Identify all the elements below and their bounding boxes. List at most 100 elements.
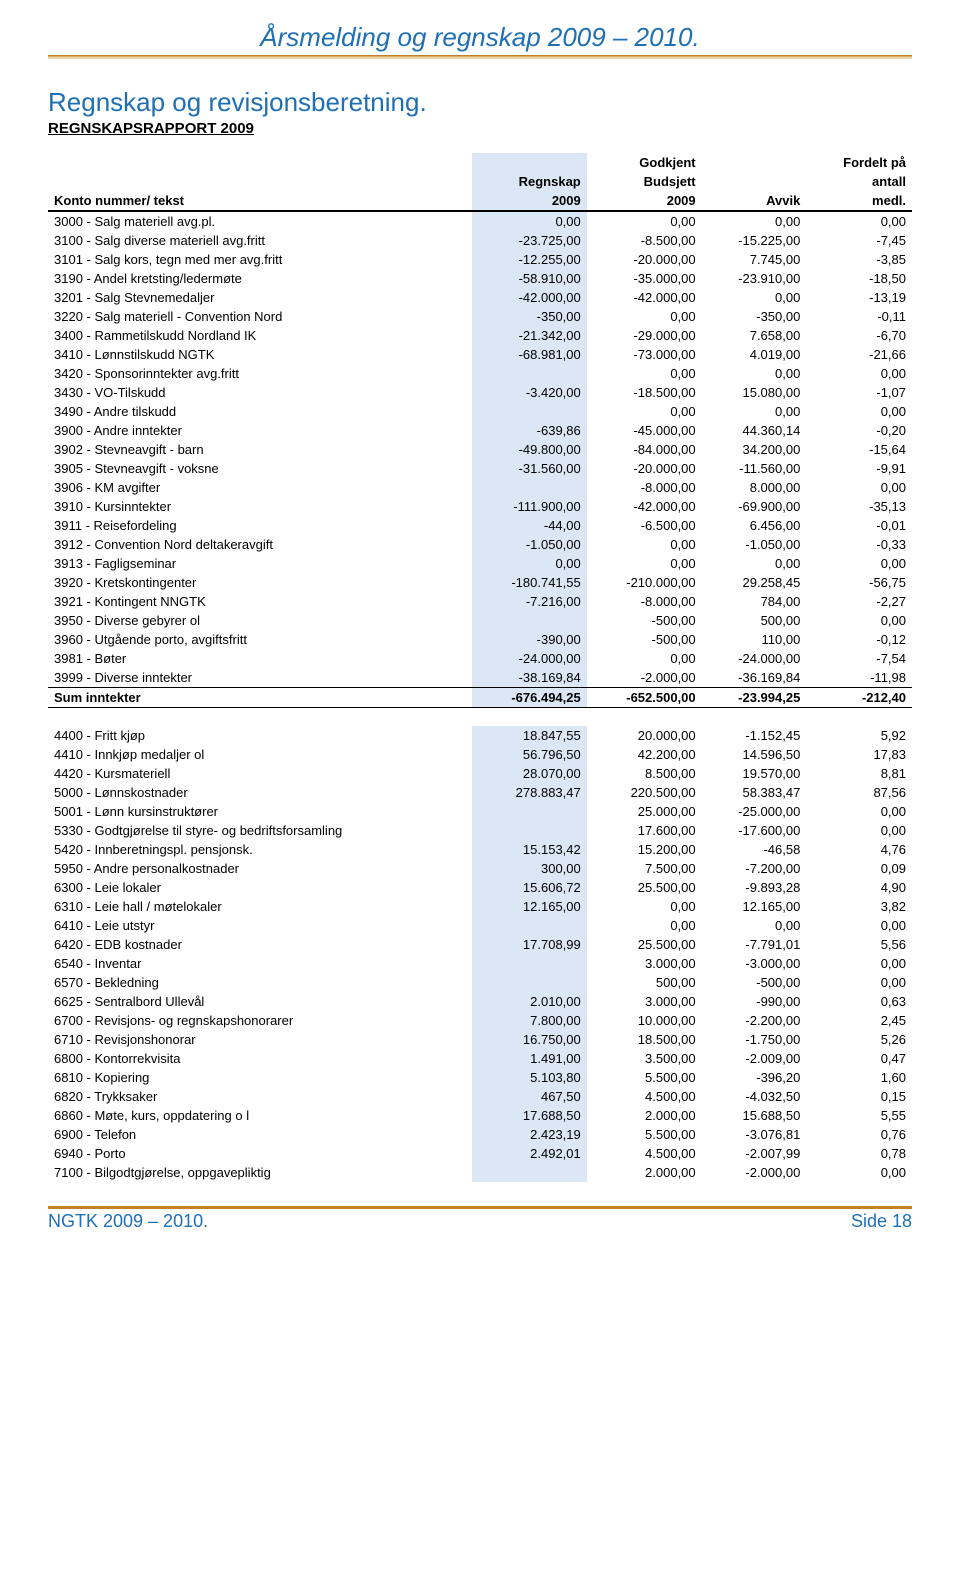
row-fordelt: 0,00 — [806, 402, 912, 421]
row-avvik: -9.893,28 — [702, 878, 807, 897]
row-fordelt: -7,45 — [806, 231, 912, 250]
table-row: 5420 - Innberetningspl. pensjonsk.15.153… — [48, 840, 912, 859]
row-regnskap: -3.420,00 — [472, 383, 587, 402]
row-regnskap — [472, 478, 587, 497]
row-fordelt: 5,26 — [806, 1030, 912, 1049]
table-row: 3900 - Andre inntekter-639,86-45.000,004… — [48, 421, 912, 440]
row-fordelt: 0,76 — [806, 1125, 912, 1144]
row-fordelt: 0,78 — [806, 1144, 912, 1163]
row-regnskap: 12.165,00 — [472, 897, 587, 916]
row-avvik: 0,00 — [702, 211, 807, 231]
col-fordelt-bot: medl. — [806, 191, 912, 211]
row-budsjett: 2.000,00 — [587, 1163, 702, 1182]
row-avvik: 0,00 — [702, 916, 807, 935]
row-label: 6860 - Møte, kurs, oppdatering o l — [48, 1106, 472, 1125]
row-regnskap: 17.688,50 — [472, 1106, 587, 1125]
row-label: 3410 - Lønnstilskudd NGTK — [48, 345, 472, 364]
table-row: 3420 - Sponsorinntekter avg.fritt0,000,0… — [48, 364, 912, 383]
row-regnskap: 56.796,50 — [472, 745, 587, 764]
row-budsjett: 0,00 — [587, 649, 702, 668]
row-regnskap: 2.010,00 — [472, 992, 587, 1011]
row-avvik: 7.658,00 — [702, 326, 807, 345]
table-row: 3920 - Kretskontingenter-180.741,55-210.… — [48, 573, 912, 592]
row-fordelt: 5,56 — [806, 935, 912, 954]
row-avvik: -396,20 — [702, 1068, 807, 1087]
row-budsjett: -35.000,00 — [587, 269, 702, 288]
row-fordelt: 0,15 — [806, 1087, 912, 1106]
row-fordelt: -0,01 — [806, 516, 912, 535]
row-label: 3950 - Diverse gebyrer ol — [48, 611, 472, 630]
table-row: 6710 - Revisjonshonorar16.750,0018.500,0… — [48, 1030, 912, 1049]
row-regnskap: 0,00 — [472, 211, 587, 231]
row-regnskap: 17.708,99 — [472, 935, 587, 954]
table-row: 3100 - Salg diverse materiell avg.fritt-… — [48, 231, 912, 250]
table-row: 5330 - Godtgjørelse til styre- og bedrif… — [48, 821, 912, 840]
row-fordelt: 4,90 — [806, 878, 912, 897]
row-label: 3190 - Andel kretsting/ledermøte — [48, 269, 472, 288]
row-avvik: 58.383,47 — [702, 783, 807, 802]
row-regnskap: -21.342,00 — [472, 326, 587, 345]
row-avvik: 784,00 — [702, 592, 807, 611]
row-avvik: -25.000,00 — [702, 802, 807, 821]
row-regnskap: 2.423,19 — [472, 1125, 587, 1144]
row-label: 6300 - Leie lokaler — [48, 878, 472, 897]
table-row: 3430 - VO-Tilskudd-3.420,00-18.500,0015.… — [48, 383, 912, 402]
sum-income-avvik: -23.994,25 — [702, 688, 807, 708]
row-fordelt: 0,63 — [806, 992, 912, 1011]
row-fordelt: -21,66 — [806, 345, 912, 364]
table-row: 3911 - Reisefordeling-44,00-6.500,006.45… — [48, 516, 912, 535]
row-fordelt: -2,27 — [806, 592, 912, 611]
row-label: 6410 - Leie utstyr — [48, 916, 472, 935]
row-regnskap: 467,50 — [472, 1087, 587, 1106]
table-row: 6410 - Leie utstyr0,000,000,00 — [48, 916, 912, 935]
row-label: 5001 - Lønn kursinstruktører — [48, 802, 472, 821]
table-row: 3410 - Lønnstilskudd NGTK-68.981,00-73.0… — [48, 345, 912, 364]
table-row: 3960 - Utgående porto, avgiftsfritt-390,… — [48, 630, 912, 649]
row-budsjett: 0,00 — [587, 307, 702, 326]
row-label: 6900 - Telefon — [48, 1125, 472, 1144]
row-avvik: -24.000,00 — [702, 649, 807, 668]
row-label: 3490 - Andre tilskudd — [48, 402, 472, 421]
row-fordelt: -11,98 — [806, 668, 912, 688]
row-regnskap — [472, 954, 587, 973]
row-budsjett: 25.500,00 — [587, 935, 702, 954]
row-fordelt: 0,00 — [806, 973, 912, 992]
row-fordelt: 0,00 — [806, 954, 912, 973]
row-budsjett: -45.000,00 — [587, 421, 702, 440]
row-regnskap — [472, 611, 587, 630]
row-label: 6940 - Porto — [48, 1144, 472, 1163]
row-label: 6700 - Revisjons- og regnskapshonorarer — [48, 1011, 472, 1030]
table-row: 6700 - Revisjons- og regnskapshonorarer7… — [48, 1011, 912, 1030]
row-budsjett: -42.000,00 — [587, 497, 702, 516]
row-avvik: 0,00 — [702, 288, 807, 307]
row-label: 3000 - Salg materiell avg.pl. — [48, 211, 472, 231]
row-avvik: -4.032,50 — [702, 1087, 807, 1106]
row-fordelt: 0,00 — [806, 554, 912, 573]
row-avvik: -350,00 — [702, 307, 807, 326]
row-label: 5330 - Godtgjørelse til styre- og bedrif… — [48, 821, 472, 840]
row-fordelt: 0,00 — [806, 478, 912, 497]
financial-table: Godkjent Fordelt på Regnskap Budsjett an… — [48, 153, 912, 1182]
table-row: 4410 - Innkjøp medaljer ol56.796,5042.20… — [48, 745, 912, 764]
row-fordelt: -15,64 — [806, 440, 912, 459]
row-fordelt: -0,11 — [806, 307, 912, 326]
row-regnskap — [472, 821, 587, 840]
table-row: 5950 - Andre personalkostnader300,007.50… — [48, 859, 912, 878]
row-avvik: -15.225,00 — [702, 231, 807, 250]
row-regnskap: -23.725,00 — [472, 231, 587, 250]
row-fordelt: 4,76 — [806, 840, 912, 859]
row-avvik: 44.360,14 — [702, 421, 807, 440]
table-row: 6900 - Telefon2.423,195.500,00-3.076,810… — [48, 1125, 912, 1144]
row-avvik: 4.019,00 — [702, 345, 807, 364]
row-regnskap: -24.000,00 — [472, 649, 587, 668]
row-fordelt: 5,55 — [806, 1106, 912, 1125]
row-budsjett: 8.500,00 — [587, 764, 702, 783]
row-avvik: -990,00 — [702, 992, 807, 1011]
table-row: 3190 - Andel kretsting/ledermøte-58.910,… — [48, 269, 912, 288]
row-avvik: -11.560,00 — [702, 459, 807, 478]
row-regnskap: -180.741,55 — [472, 573, 587, 592]
row-budsjett: -500,00 — [587, 611, 702, 630]
row-budsjett: 15.200,00 — [587, 840, 702, 859]
row-budsjett: 7.500,00 — [587, 859, 702, 878]
table-row: 3220 - Salg materiell - Convention Nord-… — [48, 307, 912, 326]
